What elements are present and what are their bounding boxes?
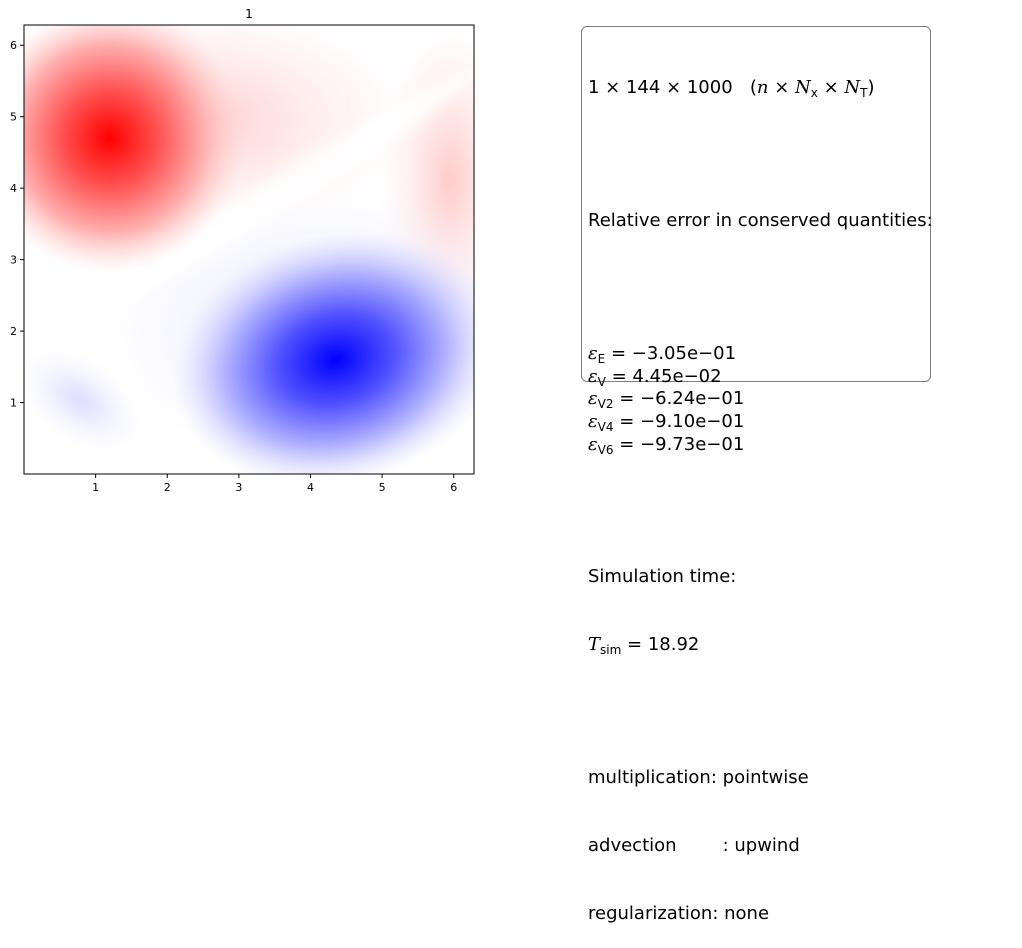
- positive-vortex: [24, 25, 245, 274]
- x-axis: 1 2 3 4 5 6: [92, 474, 457, 494]
- error-line-v4: εV4 = −9.10e−01: [588, 410, 745, 434]
- x-tick-label: 1: [92, 481, 99, 494]
- error-value: −6.24e−01: [640, 388, 745, 410]
- t-sim-line: Tsim = 18.92: [588, 634, 700, 658]
- plot-frame: [23, 24, 475, 475]
- y-tick-label: 6: [10, 39, 17, 52]
- error-line-v: εV = 4.45e−02: [588, 365, 722, 389]
- error-line-v2: εV2 = −6.24e−01: [588, 388, 745, 412]
- info-box: 1 × 144 × 1000 (n × Nx × NT) Relative er…: [581, 26, 933, 924]
- chart-title: 1: [245, 7, 253, 21]
- size-line: 1 × 144 × 1000 (n × Nx × NT): [588, 77, 930, 100]
- t-sim-value: 18.92: [647, 634, 700, 656]
- negative-vortex: [172, 231, 474, 474]
- setting-regularization: regularization: none: [588, 902, 770, 924]
- heatmap-field: [24, 25, 474, 474]
- setting-advection: advection: upwind: [588, 835, 800, 856]
- y-axis: 1 2 3 4 5 6: [10, 39, 24, 410]
- x-tick-label: 4: [307, 481, 314, 494]
- heatmap-chart: 1 1 2 3 4 5 6 1 2 3 4 5 6: [10, 7, 475, 494]
- x-tick-label: 3: [235, 481, 242, 494]
- error-value: −3.05e−01: [631, 343, 737, 365]
- left-lavender-streak: [24, 348, 142, 452]
- setting-multiplication: multiplication: pointwise: [588, 767, 809, 789]
- error-value: −9.10e−01: [640, 410, 745, 432]
- error-value: 4.45e−02: [632, 365, 722, 387]
- error-list: εE = −3.05e−01 εV = 4.45e−02 εV2 = −6.24e−…: [588, 343, 930, 456]
- size-value: 1 × 144 × 1000: [588, 77, 733, 99]
- x-tick-label: 2: [164, 481, 171, 494]
- white-filament: [66, 71, 474, 329]
- y-tick-label: 3: [10, 254, 17, 267]
- y-tick-label: 4: [10, 182, 17, 195]
- x-tick-label: 5: [379, 481, 386, 494]
- simulation-time-heading: Simulation time:: [588, 566, 737, 588]
- y-tick-label: 5: [10, 111, 17, 124]
- y-tick-label: 2: [10, 325, 17, 338]
- y-tick-label: 1: [10, 397, 17, 410]
- size-label: (n × Nx × NT): [749, 77, 875, 101]
- error-line-v6: εV6 = −9.73e−01: [588, 433, 745, 457]
- error-line-e: εE = −3.05e−01: [588, 343, 737, 367]
- relative-error-heading: Relative error in conserved quantities:: [588, 210, 933, 232]
- x-tick-label: 6: [450, 481, 457, 494]
- error-value: −9.73e−01: [640, 433, 745, 455]
